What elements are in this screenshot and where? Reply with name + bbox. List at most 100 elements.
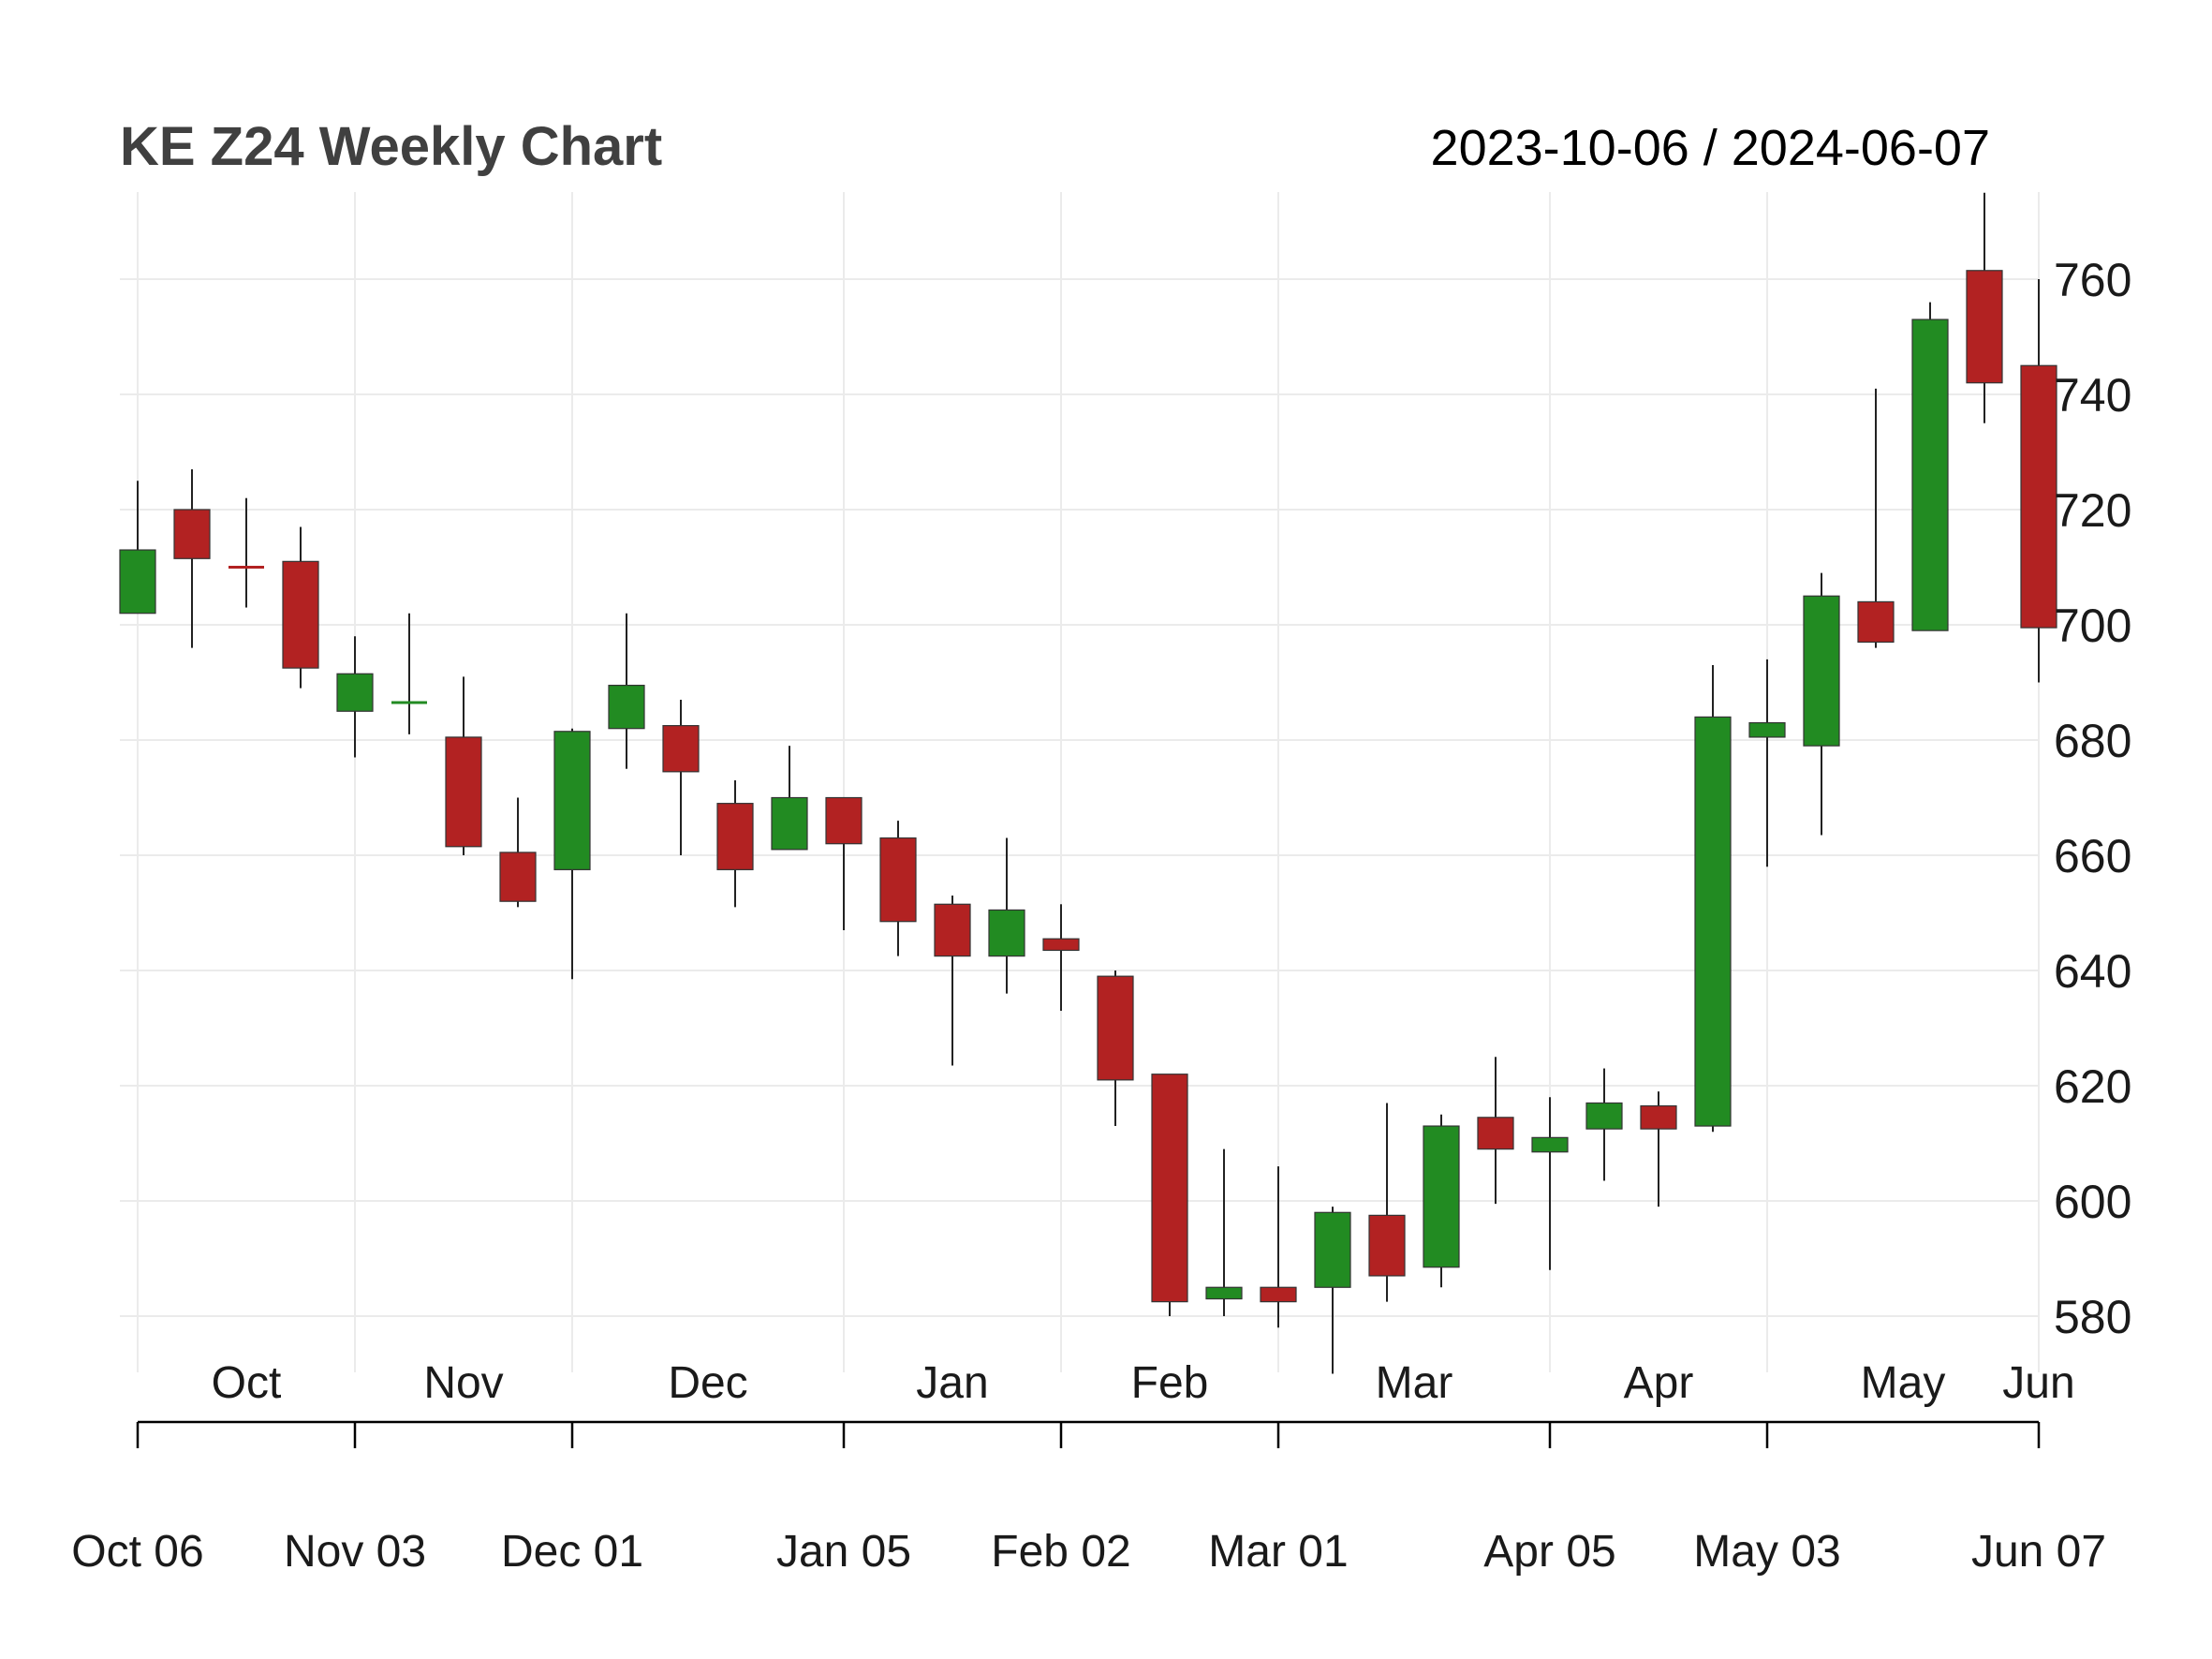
candle: [229, 497, 264, 608]
candle-body: [1911, 318, 1949, 631]
candle: [1585, 1068, 1623, 1181]
candle: [499, 797, 537, 908]
candle: [825, 796, 863, 930]
candle-body: [825, 796, 863, 845]
date-tick-label: Apr 05: [1483, 1527, 1615, 1577]
month-label: Dec: [668, 1358, 747, 1408]
month-label: Jun: [2002, 1358, 2074, 1408]
y-tick-label: 620: [2054, 1060, 2131, 1113]
candle-body: [662, 725, 700, 773]
candle-body: [988, 909, 1025, 957]
candle-body: [879, 837, 917, 923]
y-tick-label: 740: [2054, 369, 2131, 422]
candle: [1803, 572, 1840, 836]
candle-body: [1857, 600, 1895, 644]
candle-body: [2020, 364, 2057, 629]
candle: [1097, 970, 1134, 1127]
candle-body: [771, 796, 808, 851]
candle: [1368, 1103, 1406, 1302]
candle-body: [1640, 1104, 1677, 1130]
candle-body: [553, 731, 591, 870]
candle: [1911, 302, 1949, 631]
candle: [1694, 665, 1732, 1133]
candle-body: [1585, 1102, 1623, 1130]
candle-body: [1368, 1214, 1406, 1277]
month-label: May: [1861, 1358, 1946, 1408]
y-tick-label: 600: [2054, 1176, 2131, 1228]
candle: [282, 526, 319, 689]
candle: [1966, 192, 2003, 423]
date-tick-label: Oct 06: [71, 1527, 203, 1577]
candle: [391, 613, 427, 734]
chart-title: KE Z24 Weekly Chart: [120, 116, 662, 177]
date-axis: Oct 06 Nov 03 Dec 01 Jan 05 Feb 02 Mar 01 Apr …: [71, 1420, 2106, 1577]
candle: [1205, 1148, 1243, 1316]
candle: [553, 728, 591, 980]
candle-body: [499, 852, 537, 902]
month-label: Oct: [212, 1358, 282, 1408]
candle-body: [934, 903, 971, 957]
chart-date-range: 2023-10-06 / 2024-06-07: [1431, 120, 1990, 176]
month-labels: Oct Nov Dec Jan Feb Mar Apr May Jun: [212, 1358, 2075, 1408]
month-label: Mar: [1376, 1358, 1453, 1408]
candle-body: [1531, 1136, 1569, 1153]
candle-body: [1966, 270, 2003, 384]
candle: [1531, 1097, 1569, 1270]
candle: [1640, 1091, 1677, 1207]
y-tick-label: 640: [2054, 945, 2131, 998]
candle-body: [1423, 1125, 1460, 1268]
date-tick-label: Jan 05: [776, 1527, 911, 1577]
candles: [119, 192, 2057, 1374]
candle: [771, 746, 808, 851]
candle-body: [1314, 1211, 1351, 1288]
candle-body: [336, 673, 374, 712]
candle: [336, 636, 374, 758]
date-tick-label: Feb 02: [991, 1527, 1130, 1577]
candle-body: [716, 803, 754, 870]
candle-body: [1205, 1286, 1243, 1300]
y-tick-label: 760: [2054, 254, 2131, 306]
grid-lines: [120, 192, 2040, 1372]
y-tick-label: 700: [2054, 600, 2131, 652]
date-tick-label: Mar 01: [1208, 1527, 1348, 1577]
month-label: Apr: [1624, 1358, 1694, 1408]
month-label: Nov: [423, 1358, 503, 1408]
candle: [2020, 279, 2057, 683]
candle-body: [608, 684, 645, 730]
candle-body: [173, 509, 211, 559]
y-tick-label: 660: [2054, 830, 2131, 882]
candle: [1423, 1114, 1460, 1288]
candle: [1151, 1074, 1188, 1316]
candle: [988, 837, 1025, 994]
candle: [879, 821, 917, 956]
candle: [1477, 1057, 1514, 1205]
candle-body: [1151, 1074, 1188, 1303]
candle-body: [119, 549, 156, 615]
y-axis-ticks: 580 600 620 640 660 680 700 720 740 760: [2054, 254, 2131, 1343]
candle: [119, 481, 156, 615]
candle: [445, 676, 482, 855]
month-label: Feb: [1131, 1358, 1209, 1408]
month-label: Jan: [916, 1358, 988, 1408]
candle-body: [1803, 595, 1840, 747]
candle: [716, 780, 754, 908]
candle: [1748, 659, 1786, 867]
date-tick-label: Nov 03: [284, 1527, 426, 1577]
candle-body: [445, 736, 482, 848]
candle: [662, 699, 700, 855]
candle: [1260, 1166, 1297, 1328]
candle-body: [1748, 721, 1786, 738]
candle-body: [1477, 1117, 1514, 1150]
candle: [173, 468, 211, 648]
candle-body: [282, 560, 319, 669]
y-tick-label: 680: [2054, 715, 2131, 767]
candle-body: [1042, 938, 1080, 952]
candle-body: [1260, 1286, 1297, 1303]
candle: [1314, 1207, 1351, 1374]
candle: [934, 896, 971, 1066]
date-tick-label: May 03: [1693, 1527, 1840, 1577]
candle-body: [1097, 975, 1134, 1081]
date-tick-label: Dec 01: [501, 1527, 643, 1577]
candle-body: [1694, 716, 1732, 1127]
